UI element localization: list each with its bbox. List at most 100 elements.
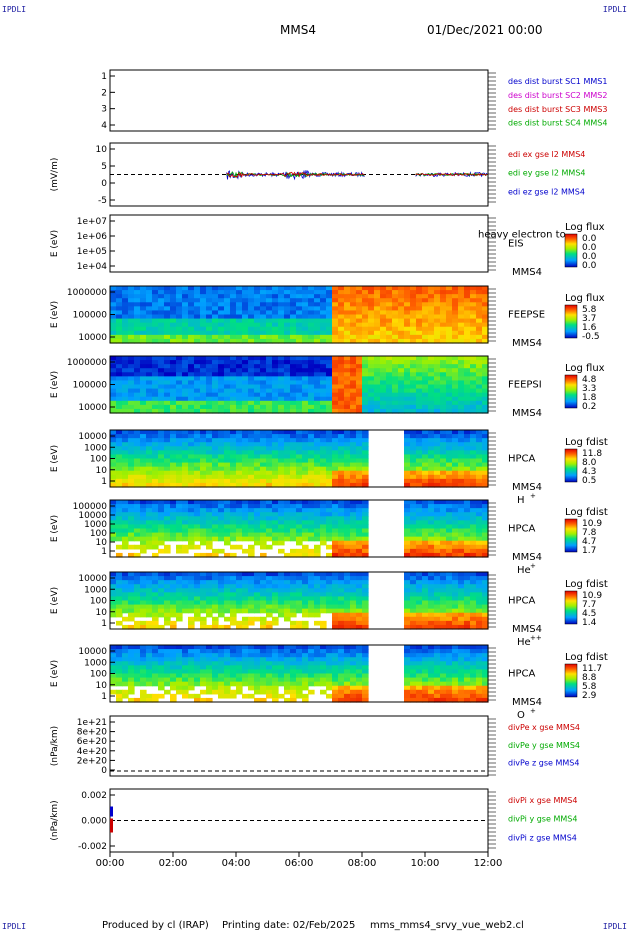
heatmap-cell — [416, 645, 423, 650]
heatmap-cell — [146, 540, 153, 546]
heatmap-cell — [356, 588, 363, 593]
heatmap-cell — [164, 524, 171, 530]
heatmap-cell — [290, 669, 297, 675]
heatmap-cell — [176, 286, 183, 291]
heatmap-cell — [452, 697, 459, 703]
heatmap-cell — [140, 697, 147, 703]
heatmap-cell — [482, 396, 489, 402]
heatmap-cell — [260, 434, 267, 439]
heatmap-cell — [428, 681, 435, 687]
heatmap-cell — [362, 540, 369, 546]
heatmap-cell — [122, 310, 129, 316]
heatmap-cell — [338, 608, 345, 614]
heatmap-cell — [224, 322, 231, 328]
heatmap-cell — [332, 532, 339, 538]
heatmap-cell — [134, 302, 141, 307]
heatmap-cell — [410, 368, 417, 373]
heatmap-cell — [326, 665, 333, 671]
heatmap-cell — [470, 470, 477, 476]
heatmap-cell — [182, 504, 189, 509]
heatmap-cell — [188, 580, 195, 585]
heatmap-cell — [470, 400, 477, 406]
heatmap-cell — [266, 685, 273, 691]
heatmap-cell — [452, 404, 459, 410]
heatmap-cell — [422, 681, 429, 687]
heatmap-cell — [146, 338, 153, 344]
heatmap-cell — [212, 588, 219, 593]
heatmap-cell — [200, 322, 207, 328]
heatmap-cell — [416, 470, 423, 476]
heatmap-cell — [338, 572, 345, 577]
heatmap-cell — [362, 466, 369, 472]
heatmap-cell — [434, 616, 441, 622]
heatmap-cell — [476, 552, 483, 558]
heatmap-cell — [446, 544, 453, 550]
heatmap-cell — [236, 470, 243, 476]
heatmap-cell — [284, 430, 291, 435]
heatmap-cell — [140, 612, 147, 618]
heatmap-cell — [218, 368, 225, 373]
heatmap-cell — [476, 470, 483, 476]
heatmap-cell — [410, 596, 417, 602]
heatmap-cell — [308, 462, 315, 468]
heatmap-cell — [446, 616, 453, 622]
heatmap-cell — [224, 454, 231, 460]
heatmap-cell — [140, 298, 147, 303]
heatmap-cell — [224, 524, 231, 530]
heatmap-cell — [230, 318, 237, 324]
heatmap-cell — [242, 356, 249, 361]
heatmap-cell — [326, 458, 333, 464]
heatmap-cell — [446, 689, 453, 695]
heatmap-cell — [410, 689, 417, 695]
heatmap-cell — [260, 302, 267, 307]
heatmap-cell — [350, 446, 357, 451]
heatmap-cell — [446, 536, 453, 542]
heatmap-cell — [380, 314, 387, 320]
heatmap-cell — [290, 334, 297, 340]
heatmap-cell — [314, 294, 321, 299]
heatmap-cell — [290, 442, 297, 447]
heatmap-cell — [332, 584, 339, 589]
heatmap-cell — [248, 669, 255, 675]
heatmap-cell — [320, 681, 327, 687]
heatmap-cell — [362, 600, 369, 606]
heatmap-cell — [464, 326, 471, 332]
heatmap-cell — [404, 645, 411, 650]
heatmap-cell — [182, 608, 189, 614]
heatmap-cell — [140, 400, 147, 406]
heatmap-cell — [140, 376, 147, 382]
heatmap-cell — [188, 360, 195, 365]
heatmap-cell — [404, 474, 411, 480]
heatmap-cell — [170, 434, 177, 439]
heatmap-cell — [302, 376, 309, 382]
heatmap-cell — [428, 508, 435, 513]
heatmap-cell — [446, 462, 453, 468]
heatmap-cell — [158, 434, 165, 439]
heatmap-cell — [446, 314, 453, 320]
heatmap-cell — [272, 520, 279, 526]
heatmap-cell — [260, 624, 267, 630]
heatmap-cell — [212, 438, 219, 443]
heatmap-cell — [422, 356, 429, 361]
heatmap-cell — [344, 693, 351, 699]
heatmap-cell — [206, 524, 213, 530]
heatmap-cell — [134, 372, 141, 377]
heatmap-cell — [386, 356, 393, 361]
heatmap-cell — [356, 408, 363, 414]
heatmap-cell — [356, 368, 363, 373]
heatmap-cell — [422, 450, 429, 456]
heatmap-cell — [248, 548, 255, 554]
heatmap-cell — [278, 310, 285, 316]
heatmap-cell — [476, 600, 483, 606]
heatmap-cell — [434, 318, 441, 324]
heatmap-cell — [290, 689, 297, 695]
heatmap-cell — [254, 338, 261, 344]
heatmap-cell — [344, 584, 351, 589]
heatmap-cell — [128, 616, 135, 622]
heatmap-cell — [332, 290, 339, 295]
heatmap-cell — [290, 372, 297, 377]
heatmap-cell — [128, 364, 135, 369]
heatmap-cell — [314, 588, 321, 593]
heatmap-cell — [242, 364, 249, 369]
series-edi-ex-gse-l2-MMS4 — [226, 171, 488, 179]
